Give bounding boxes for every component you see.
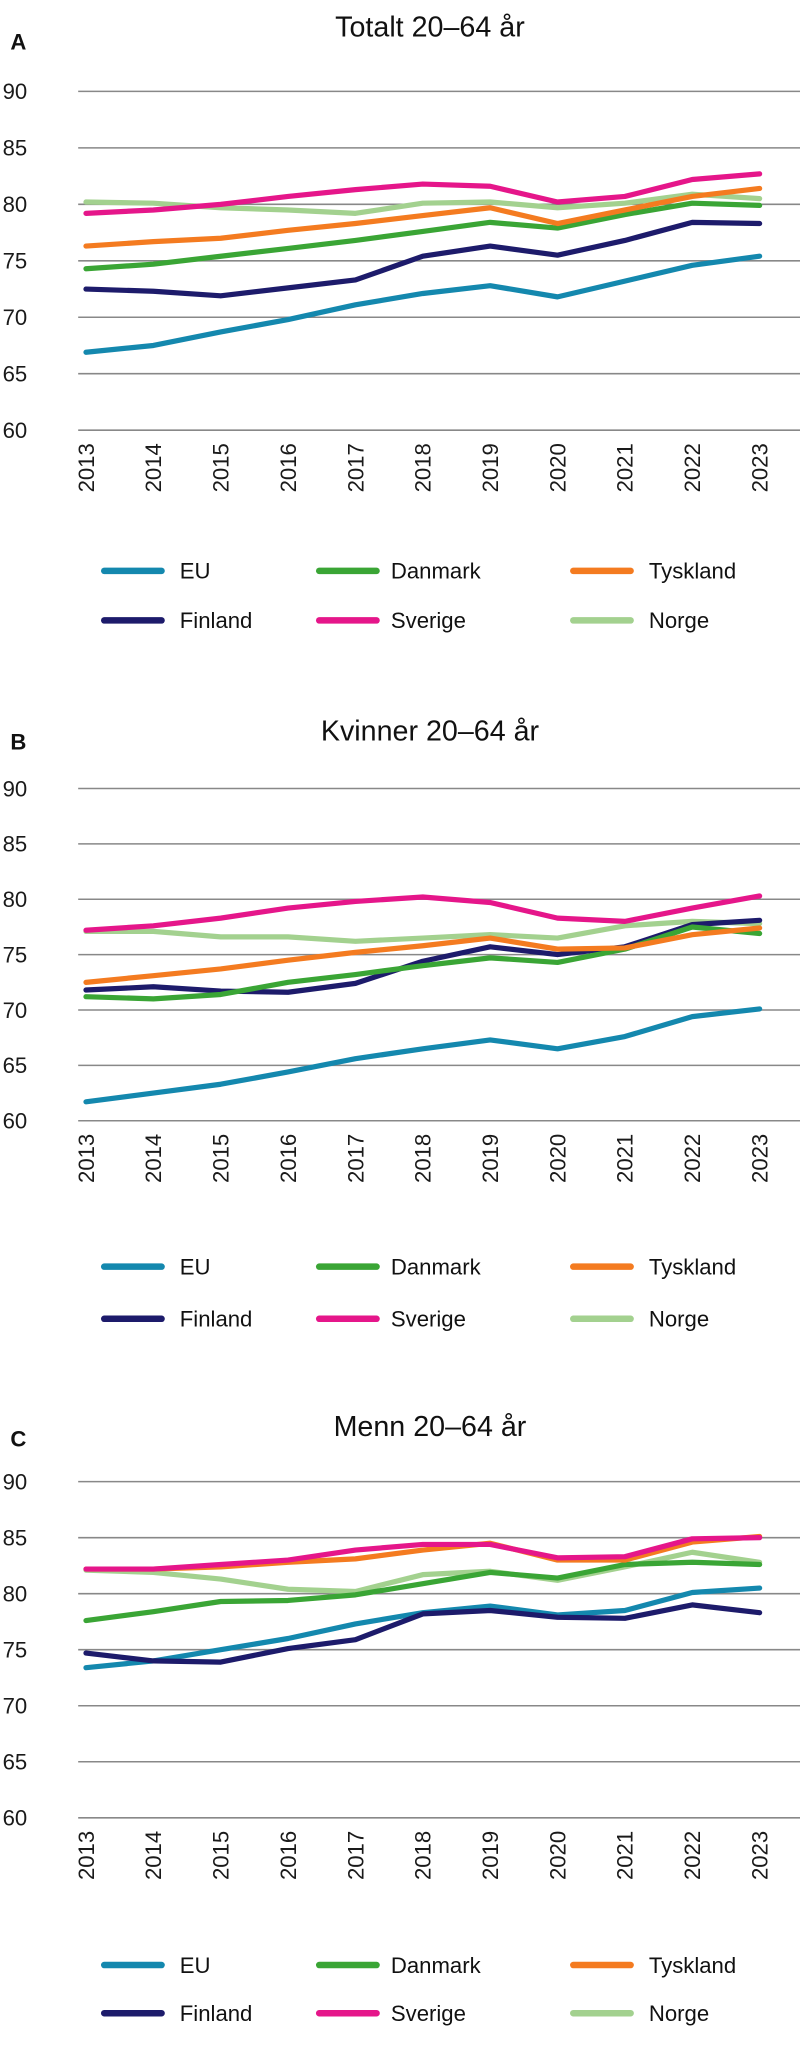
x-tick-label: 2021 xyxy=(613,1134,638,1183)
x-tick-label: 2022 xyxy=(680,1134,705,1183)
series-line-sverige xyxy=(83,1535,763,1572)
legend-label: Danmark xyxy=(391,559,482,584)
x-tick-label: 2019 xyxy=(478,443,503,492)
chart-title: Totalt 20–64 år xyxy=(335,12,525,44)
x-tick-label: 2021 xyxy=(613,443,638,492)
y-tick-label: 70 xyxy=(3,305,28,330)
series-line-eu xyxy=(83,1585,763,1671)
x-tick-label: 2016 xyxy=(276,1831,301,1880)
y-tick-label: 90 xyxy=(3,776,28,801)
x-tick-label: 2015 xyxy=(209,1831,234,1880)
x-tick-label: 2016 xyxy=(276,1134,301,1183)
legend: EU Danmark Tyskland Finland Sverige Norge xyxy=(100,1953,736,2026)
x-tick-label: 2019 xyxy=(478,1134,503,1183)
x-tick-label: 2017 xyxy=(343,1134,368,1183)
x-tick-label: 2022 xyxy=(680,1831,705,1880)
y-tick-label: 70 xyxy=(3,1694,28,1719)
y-tick-label: 60 xyxy=(3,418,28,443)
legend-label: Finland xyxy=(180,608,253,633)
legend-label: Danmark xyxy=(391,1254,482,1279)
series-line-norge xyxy=(83,918,763,944)
x-tick-label: 2013 xyxy=(74,443,99,492)
panel-label: C xyxy=(10,1426,26,1451)
y-tick-label: 80 xyxy=(3,1582,28,1607)
x-tick-label: 2022 xyxy=(680,443,705,492)
x-tick-label: 2020 xyxy=(545,443,570,492)
x-tick-label: 2016 xyxy=(276,443,301,492)
series-line-eu xyxy=(83,1006,763,1105)
panel-label: B xyxy=(10,729,26,754)
x-tick-label: 2015 xyxy=(209,443,234,492)
chart-C: C Menn 20–64 år 60 65 70 75 80 85 90 2013 2014 2015… xyxy=(3,1411,800,2026)
x-tick-label: 2019 xyxy=(478,1831,503,1880)
chart-A: A Totalt 20–64 år 60 65 70 75 80 85 90 2013 2014 20… xyxy=(3,12,800,633)
legend: EU Danmark Tyskland Finland Sverige Norge xyxy=(100,559,736,633)
y-tick-label: 80 xyxy=(3,887,28,912)
y-tick-label: 85 xyxy=(3,832,28,857)
legend-label: Norge xyxy=(649,1307,709,1332)
legend-label: Danmark xyxy=(391,1953,482,1978)
y-tick-label: 60 xyxy=(3,1109,28,1134)
legend-label: Norge xyxy=(649,608,709,633)
x-tick-label: 2021 xyxy=(613,1831,638,1880)
legend-label: Sverige xyxy=(391,1307,466,1332)
series-line-tyskland xyxy=(83,185,763,249)
chart-title: Menn 20–64 år xyxy=(334,1411,527,1443)
legend-label: Norge xyxy=(649,2001,709,2026)
series-line-finland xyxy=(83,1602,763,1665)
x-tick-label: 2017 xyxy=(343,1831,368,1880)
x-tick-label: 2017 xyxy=(343,443,368,492)
chart-B: B Kvinner 20–64 år 60 65 70 75 80 85 90 2013 2014 2… xyxy=(3,715,800,1332)
legend-label: Finland xyxy=(180,2001,253,2026)
x-tick-label: 2020 xyxy=(545,1831,570,1880)
y-tick-label: 85 xyxy=(3,1525,28,1550)
y-tick-label: 90 xyxy=(3,79,28,104)
x-tick-label: 2020 xyxy=(545,1134,570,1183)
series-line-finland xyxy=(83,917,763,995)
legend-label: Tyskland xyxy=(649,1254,736,1279)
legend-label: Sverige xyxy=(391,608,466,633)
x-tick-label: 2014 xyxy=(141,1831,166,1880)
y-tick-label: 85 xyxy=(3,136,28,161)
x-tick-label: 2014 xyxy=(141,443,166,492)
x-tick-label: 2013 xyxy=(74,1134,99,1183)
legend-label: EU xyxy=(180,559,211,584)
y-tick-label: 65 xyxy=(3,1053,28,1078)
x-tick-label: 2023 xyxy=(747,1134,772,1183)
x-tick-label: 2023 xyxy=(747,1831,772,1880)
legend-label: Finland xyxy=(180,1307,253,1332)
series-line-finland xyxy=(83,219,763,299)
y-tick-label: 80 xyxy=(3,192,28,217)
y-tick-label: 70 xyxy=(3,998,28,1023)
x-tick-label: 2018 xyxy=(411,1831,436,1880)
chart-title: Kvinner 20–64 år xyxy=(321,715,540,747)
legend: EU Danmark Tyskland Finland Sverige Norge xyxy=(100,1254,736,1332)
legend-label: Sverige xyxy=(391,2001,466,2026)
series-line-danmark xyxy=(83,1559,763,1624)
series-line-sverige xyxy=(83,171,763,216)
legend-label: EU xyxy=(180,1254,211,1279)
x-tick-label: 2023 xyxy=(747,443,772,492)
legend-label: Tyskland xyxy=(649,559,736,584)
series-line-danmark xyxy=(83,200,763,272)
legend-label: EU xyxy=(180,1953,211,1978)
y-tick-label: 65 xyxy=(3,1750,28,1775)
legend-label: Tyskland xyxy=(649,1953,736,1978)
x-tick-label: 2018 xyxy=(411,443,436,492)
series-line-sverige xyxy=(83,893,763,933)
y-tick-label: 75 xyxy=(3,942,28,967)
x-tick-label: 2015 xyxy=(209,1134,234,1183)
y-tick-label: 60 xyxy=(3,1806,28,1831)
series-line-eu xyxy=(83,253,763,355)
y-tick-label: 65 xyxy=(3,362,28,387)
y-tick-label: 75 xyxy=(3,249,28,274)
x-tick-label: 2014 xyxy=(141,1134,166,1183)
x-tick-label: 2013 xyxy=(74,1831,99,1880)
series-line-tyskland xyxy=(83,925,763,985)
x-tick-label: 2018 xyxy=(411,1134,436,1183)
y-tick-label: 90 xyxy=(3,1469,28,1494)
panel-label: A xyxy=(10,30,26,55)
y-tick-label: 75 xyxy=(3,1638,28,1663)
